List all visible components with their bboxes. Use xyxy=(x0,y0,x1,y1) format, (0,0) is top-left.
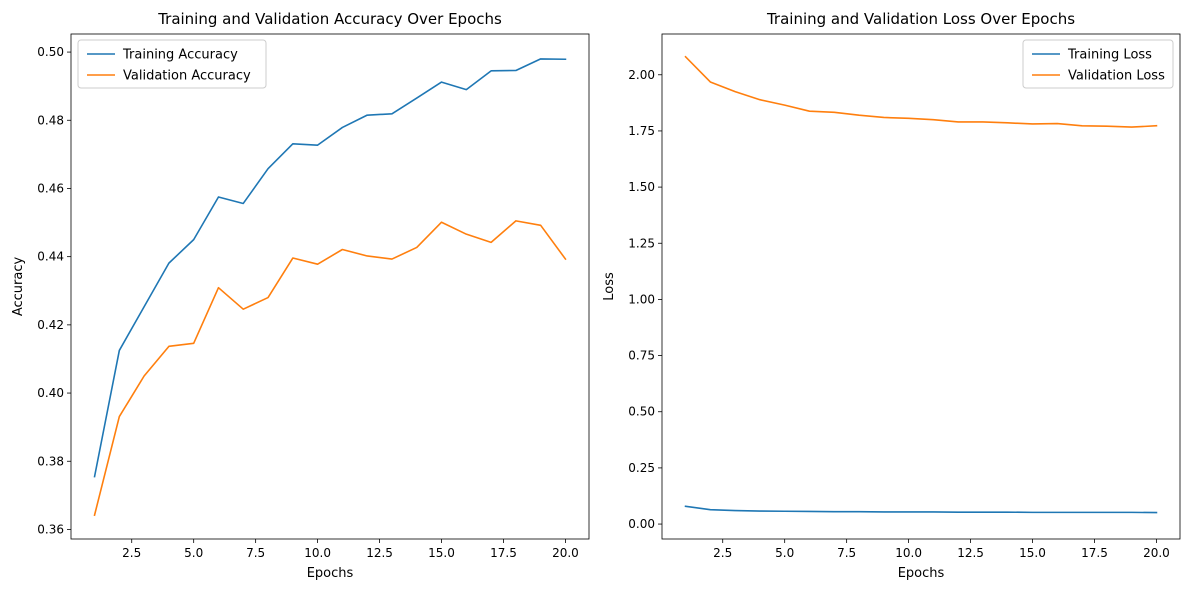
accuracy-y-tick-label: 0.48 xyxy=(37,113,64,127)
accuracy-x-tick-label: 15.0 xyxy=(428,546,455,560)
accuracy-chart-title: Training and Validation Accuracy Over Ep… xyxy=(157,10,502,28)
loss-y-tick-label: 1.75 xyxy=(628,124,655,138)
loss-y-tick-label: 0.25 xyxy=(628,461,655,475)
loss-chart: Training and Validation Loss Over Epochs… xyxy=(602,10,1181,581)
accuracy-y-tick-label: 0.40 xyxy=(37,386,64,400)
accuracy-x-tick-label: 7.5 xyxy=(246,546,265,560)
accuracy-x-axis-label: Epochs xyxy=(307,566,354,581)
loss-x-tick-label: 10.0 xyxy=(895,546,922,560)
accuracy-y-tick-label: 0.38 xyxy=(37,454,64,468)
accuracy-x-tick-label: 12.5 xyxy=(366,546,393,560)
loss-x-axis-label: Epochs xyxy=(898,566,945,581)
accuracy-y-tick-label: 0.46 xyxy=(37,181,64,195)
loss-y-tick-label: 1.50 xyxy=(628,180,655,194)
loss-legend-box xyxy=(1022,39,1174,89)
accuracy-y-tick-label: 0.44 xyxy=(37,250,64,264)
accuracy-x-tick-label: 5.0 xyxy=(184,546,203,560)
loss-y-tick-label: 0.50 xyxy=(628,405,655,419)
loss-y-axis-label: Loss xyxy=(602,272,617,301)
loss-y-tick-label: 2.00 xyxy=(628,68,655,82)
loss-x-tick-label: 7.5 xyxy=(837,546,856,560)
loss-y-tick-label: 0.00 xyxy=(628,517,655,531)
accuracy-series-line-1 xyxy=(93,220,567,517)
loss-series-line-0 xyxy=(684,505,1158,514)
loss-legend-label-1: Validation Loss xyxy=(1068,69,1165,84)
accuracy-y-tick-label: 0.36 xyxy=(37,522,64,536)
accuracy-x-tick-label: 17.5 xyxy=(490,546,517,560)
accuracy-x-tick-label: 20.0 xyxy=(552,546,579,560)
loss-plot-frame xyxy=(661,33,1181,540)
loss-x-tick-label: 15.0 xyxy=(1019,546,1046,560)
loss-x-tick-label: 20.0 xyxy=(1143,546,1170,560)
loss-x-tick-label: 17.5 xyxy=(1081,546,1108,560)
accuracy-legend-label-1: Validation Accuracy xyxy=(123,69,251,84)
loss-y-tick-label: 1.00 xyxy=(628,292,655,306)
loss-x-tick-label: 12.5 xyxy=(957,546,984,560)
accuracy-legend-box xyxy=(77,39,267,89)
loss-legend-label-0: Training Loss xyxy=(1067,48,1152,63)
loss-x-tick-label: 2.5 xyxy=(713,546,732,560)
loss-x-tick-label: 5.0 xyxy=(775,546,794,560)
accuracy-legend: Training Accuracy Validation Accuracy xyxy=(77,39,267,89)
accuracy-y-axis-label: Accuracy xyxy=(11,257,26,317)
accuracy-x-tick-label: 2.5 xyxy=(122,546,141,560)
accuracy-chart: Training and Validation Accuracy Over Ep… xyxy=(11,10,590,581)
loss-chart-title: Training and Validation Loss Over Epochs xyxy=(766,10,1075,28)
loss-legend: Training Loss Validation Loss xyxy=(1022,39,1174,89)
accuracy-legend-label-0: Training Accuracy xyxy=(122,48,238,63)
loss-series-line-1 xyxy=(684,55,1158,128)
loss-y-tick-label: 1.25 xyxy=(628,236,655,250)
accuracy-series-line-0 xyxy=(93,58,567,478)
accuracy-x-tick-label: 10.0 xyxy=(304,546,331,560)
accuracy-y-tick-label: 0.42 xyxy=(37,318,64,332)
loss-y-tick-label: 0.75 xyxy=(628,349,655,363)
accuracy-plot-frame xyxy=(70,33,590,540)
accuracy-y-tick-label: 0.50 xyxy=(37,45,64,59)
